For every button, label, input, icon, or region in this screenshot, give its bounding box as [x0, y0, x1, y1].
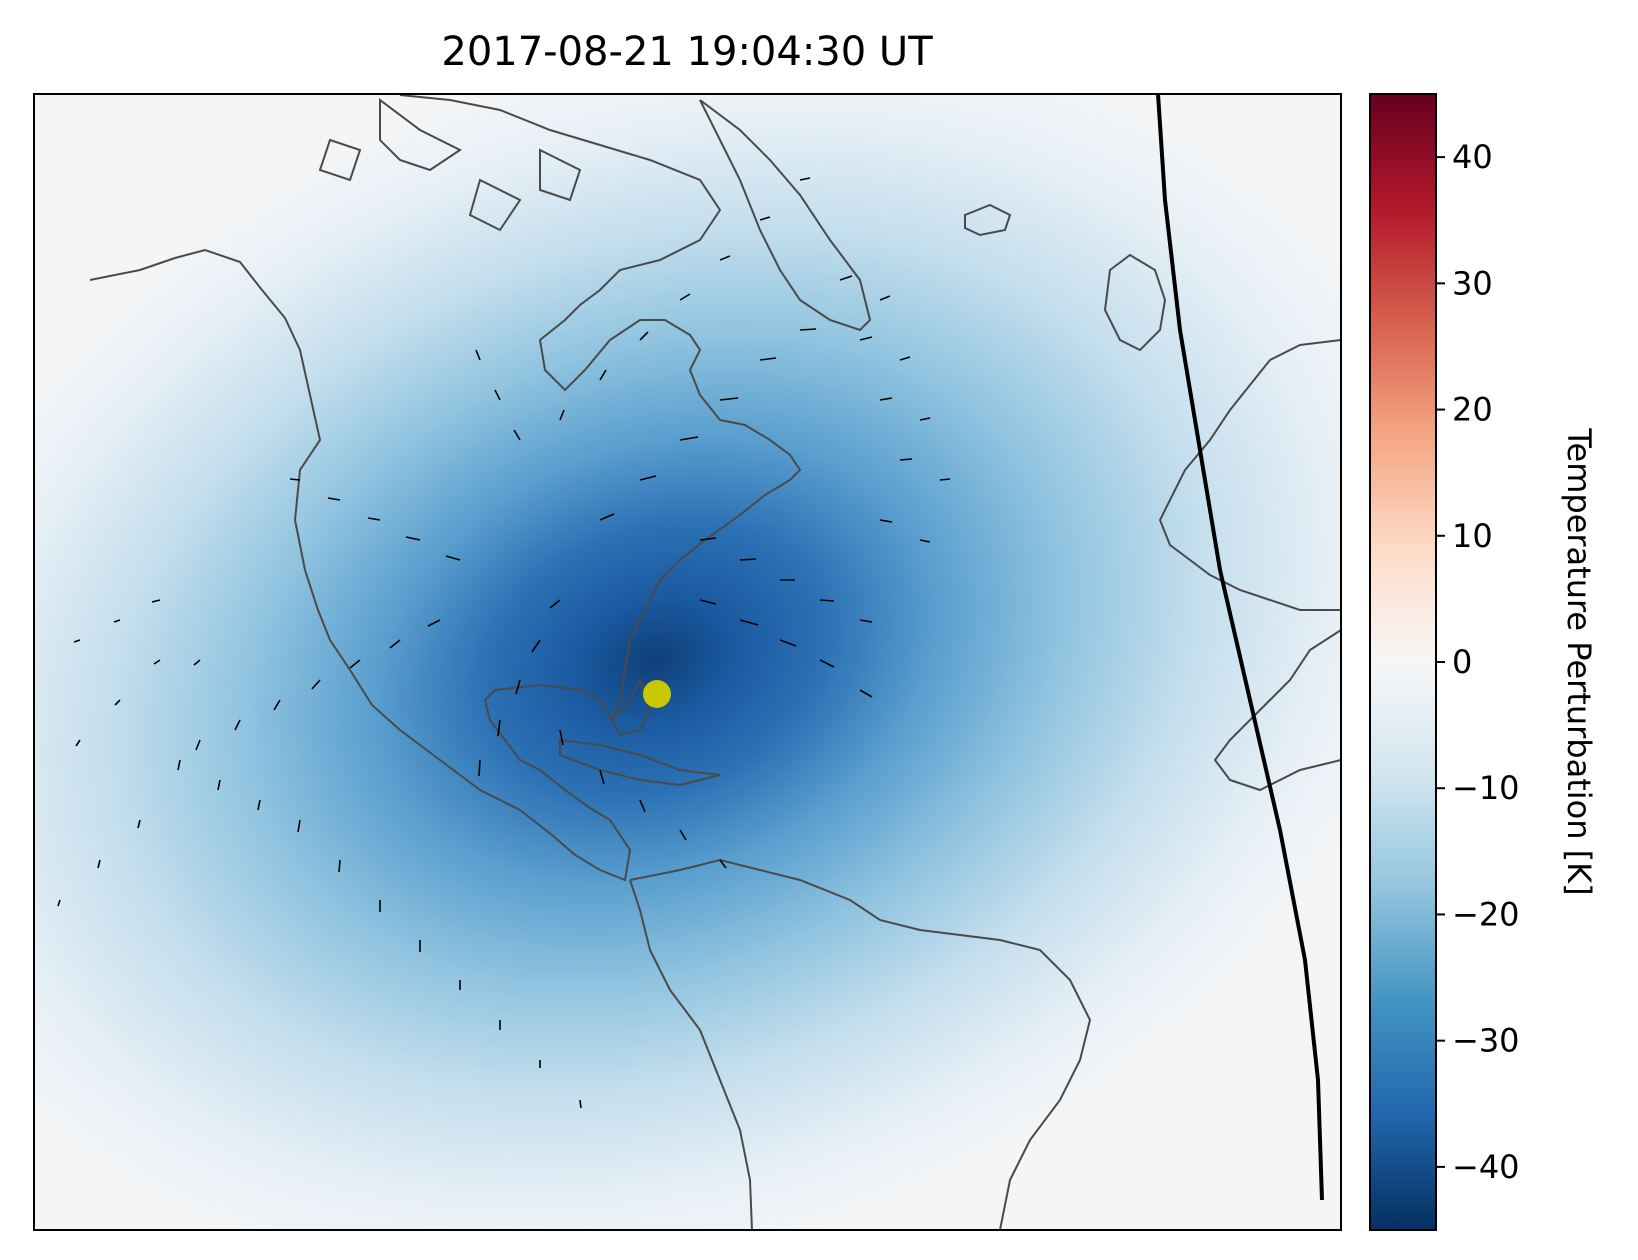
- africa-coastline: [1213, 629, 1341, 792]
- wind-vector: [177, 759, 582, 1109]
- florida-coastline: [610, 677, 652, 737]
- colorbar-tick-label: −20: [1452, 895, 1520, 933]
- north-america-coastline: [89, 94, 802, 882]
- iceland-coastline: [964, 203, 1012, 237]
- chart-title: 2017-08-21 19:04:30 UT: [441, 29, 933, 75]
- terminator-line: [1156, 94, 1324, 1201]
- colorbar-tick-label: 20: [1452, 391, 1493, 429]
- colorbar-tick-label: 0: [1452, 643, 1472, 681]
- colorbar-label: Temperature Perturbation [K]: [1560, 427, 1598, 895]
- colorbar-ticks: −40 −30 −20 −10 0 10 20 30 40: [1436, 138, 1520, 1186]
- map-frame: [33, 93, 1342, 1231]
- colorbar-tick-label: −30: [1452, 1022, 1520, 1060]
- wind-vector: [839, 275, 951, 543]
- colorbar-tick-label: 30: [1452, 264, 1493, 302]
- colorbar-tick-label: 40: [1452, 138, 1493, 176]
- wind-vectors: [57, 177, 951, 1109]
- wind-vector: [699, 537, 873, 698]
- greenland-coastline: [699, 99, 872, 332]
- wind-vector: [475, 177, 811, 441]
- europe-coastline: [1158, 339, 1341, 611]
- colorbar-gradient: [1369, 93, 1437, 1231]
- south-america-coastline: [629, 858, 1092, 1230]
- temperature-field: [34, 94, 1341, 1230]
- wind-vector: [57, 599, 201, 907]
- eclipse-center-marker: [643, 680, 671, 708]
- wind-vector: [478, 328, 817, 869]
- coastlines: [89, 94, 1341, 1230]
- colorbar-tick-label: −40: [1452, 1148, 1520, 1186]
- wind-vector: [195, 478, 461, 751]
- colorbar: −40 −30 −20 −10 0 10 20 30 40 Temperature Pertur…: [1369, 93, 1598, 1231]
- uk-coastline: [1103, 253, 1167, 352]
- arctic-islands-coastline: [318, 98, 582, 232]
- map-panel: [34, 94, 1341, 1230]
- cuba-coastline: [559, 738, 721, 787]
- colorbar-tick-label: 10: [1452, 517, 1493, 555]
- colorbar-tick-label: −10: [1452, 769, 1520, 807]
